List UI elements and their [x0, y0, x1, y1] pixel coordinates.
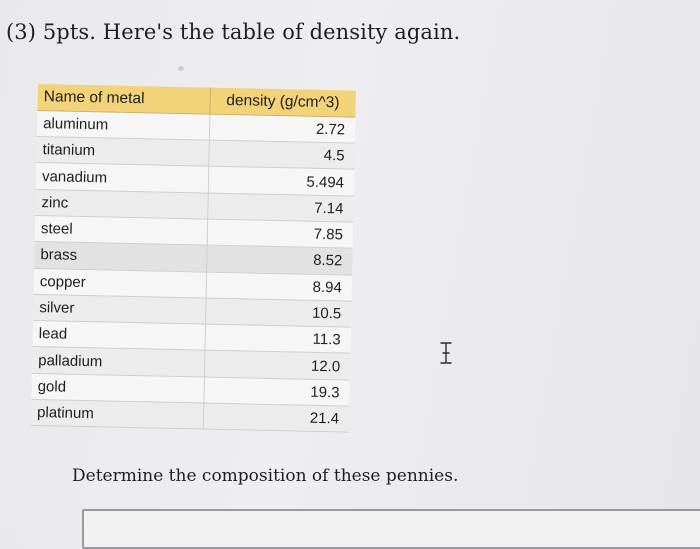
metal-name: gold — [31, 373, 204, 404]
text-cursor-icon — [440, 342, 452, 364]
metal-density: 2.72 — [208, 113, 356, 144]
metal-name: steel — [34, 215, 208, 246]
metal-density: 4.5 — [208, 140, 355, 170]
metal-name: lead — [32, 320, 206, 351]
metal-name: vanadium — [35, 162, 209, 193]
metal-density: 21.4 — [202, 403, 350, 433]
metal-density: 8.52 — [206, 245, 353, 275]
density-table: Name of metal density (g/cm^3) aluminum … — [30, 84, 356, 433]
question-page: (3) 5pts. Here's the table of density ag… — [6, 20, 700, 549]
metal-name: palladium — [31, 346, 205, 377]
header-name-of-metal: Name of metal — [37, 84, 210, 114]
density-table-container: Name of metal density (g/cm^3) aluminum … — [30, 84, 356, 433]
metal-density: 7.14 — [207, 192, 354, 223]
metal-density: 19.3 — [203, 376, 350, 407]
metal-density: 12.0 — [203, 350, 351, 380]
answer-input[interactable] — [82, 509, 700, 549]
metal-name: brass — [34, 241, 207, 272]
metal-density: 5.494 — [207, 166, 355, 196]
metal-density: 7.85 — [206, 219, 354, 249]
table-row: platinum 21.4 — [30, 399, 350, 433]
question-title: (3) 5pts. Here's the table of density ag… — [6, 20, 461, 44]
metal-density: 11.3 — [204, 324, 351, 354]
metal-name: titanium — [36, 136, 209, 167]
metal-name: copper — [33, 268, 207, 298]
metal-name: platinum — [30, 399, 204, 430]
metal-name: zinc — [35, 189, 208, 220]
metal-name: aluminum — [36, 110, 210, 141]
metal-name: silver — [33, 294, 206, 325]
metal-density: 8.94 — [205, 271, 353, 301]
smudge-mark — [178, 66, 184, 71]
header-density: density (g/cm^3) — [209, 87, 356, 117]
metal-density: 10.5 — [205, 297, 352, 328]
question-prompt: Determine the composition of these penni… — [72, 466, 459, 486]
